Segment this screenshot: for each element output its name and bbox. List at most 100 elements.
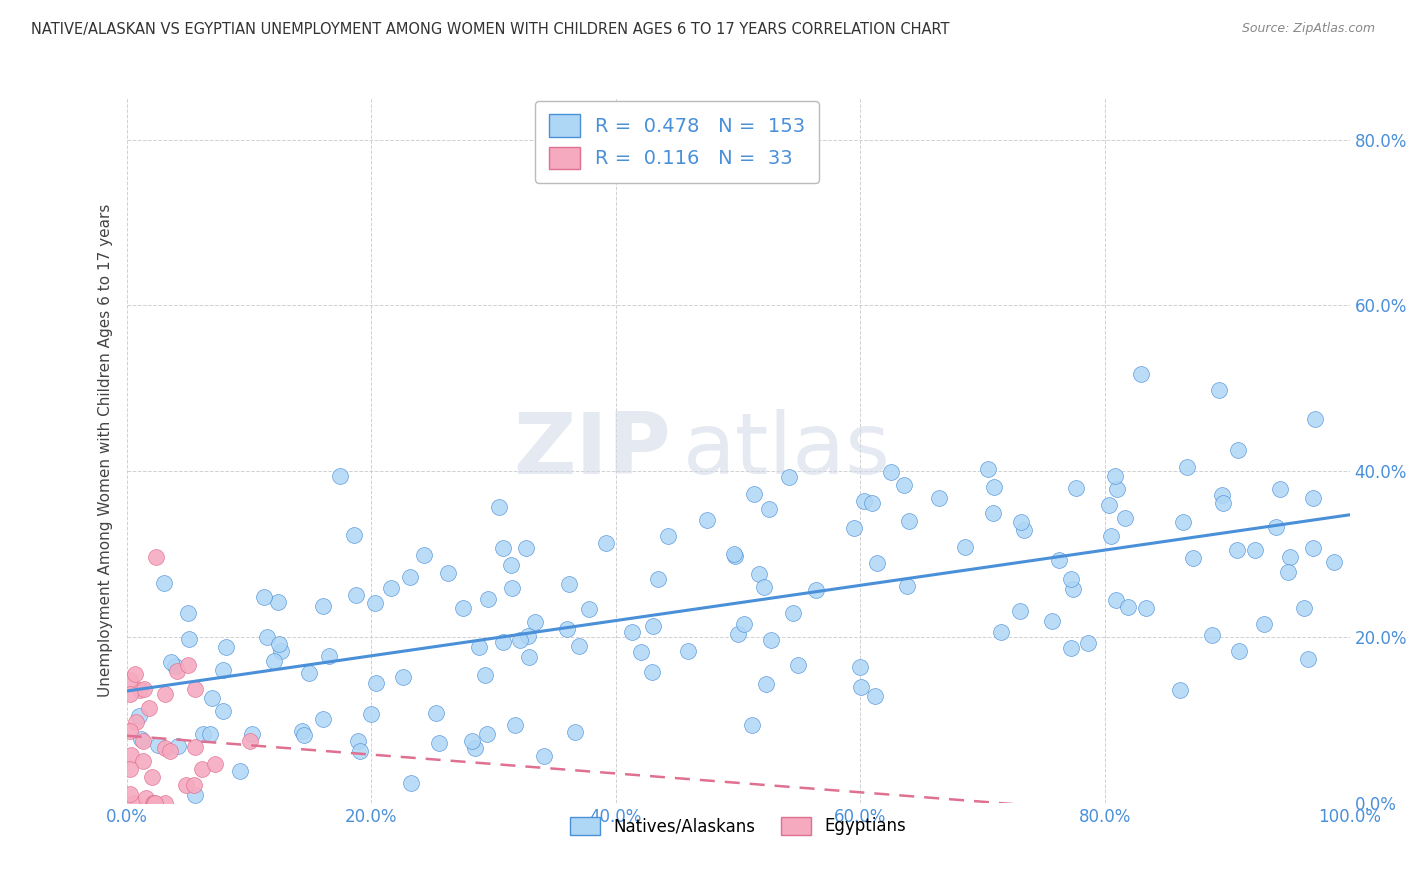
Point (212, 664, 235, 678)
Point (179, 632, 201, 646)
Point (159, 744, 181, 758)
Point (1229, 643, 1251, 657)
Point (928, 491, 950, 506)
Point (621, 624, 644, 639)
Point (1116, 599, 1139, 614)
Point (1323, 555, 1346, 569)
Point (1208, 383, 1230, 397)
Point (755, 676, 778, 690)
Point (311, 712, 333, 726)
Point (696, 513, 718, 527)
Point (977, 462, 1000, 476)
Point (318, 649, 340, 664)
Point (128, 708, 150, 723)
Point (1212, 496, 1234, 510)
Point (177, 658, 200, 673)
Text: NATIVE/ALASKAN VS EGYPTIAN UNEMPLOYMENT AMONG WOMEN WITH CHILDREN AGES 6 TO 17 Y: NATIVE/ALASKAN VS EGYPTIAN UNEMPLOYMENT … (31, 22, 949, 37)
Point (1098, 498, 1121, 512)
Point (163, 659, 186, 673)
Point (399, 570, 422, 584)
Point (1060, 572, 1083, 586)
Point (733, 617, 755, 632)
Point (880, 465, 903, 479)
Point (860, 496, 883, 510)
Point (1296, 652, 1319, 666)
Point (1226, 543, 1249, 558)
Point (270, 643, 292, 657)
Point (145, 549, 167, 564)
Point (183, 779, 205, 793)
Text: atlas: atlas (683, 409, 891, 492)
Point (143, 796, 166, 810)
Point (897, 514, 920, 528)
Point (1040, 615, 1063, 629)
Point (201, 691, 224, 706)
Point (125, 715, 148, 730)
Point (138, 701, 160, 715)
Point (263, 654, 285, 668)
Point (298, 666, 321, 681)
Point (124, 667, 146, 681)
Point (657, 529, 679, 543)
Point (461, 734, 484, 748)
Point (427, 736, 450, 750)
Point (1278, 549, 1301, 564)
Point (1105, 593, 1128, 607)
Point (1211, 488, 1233, 502)
Point (533, 748, 555, 763)
Point (866, 556, 889, 570)
Point (524, 615, 547, 630)
Point (509, 632, 531, 647)
Point (363, 596, 385, 610)
Point (1265, 520, 1288, 534)
Point (724, 549, 747, 563)
Point (782, 607, 804, 621)
Point (990, 625, 1012, 640)
Point (567, 640, 589, 654)
Point (853, 493, 876, 508)
Point (1104, 469, 1126, 483)
Point (291, 724, 314, 739)
Point (742, 487, 765, 501)
Point (184, 681, 207, 696)
Point (311, 599, 333, 614)
Point (1168, 683, 1191, 698)
Point (849, 660, 872, 674)
Point (981, 506, 1004, 520)
Point (292, 728, 315, 742)
Point (863, 690, 886, 704)
Point (1270, 482, 1292, 496)
Point (349, 744, 371, 758)
Point (120, 787, 142, 801)
Point (425, 706, 447, 720)
Point (451, 601, 474, 615)
Point (256, 630, 278, 644)
Point (413, 548, 436, 562)
Point (146, 738, 169, 752)
Point (360, 706, 382, 721)
Point (983, 481, 1005, 495)
Point (132, 754, 155, 768)
Point (1201, 628, 1223, 642)
Point (1182, 550, 1205, 565)
Point (120, 723, 142, 738)
Point (578, 601, 600, 615)
Point (893, 478, 915, 492)
Point (1305, 412, 1327, 426)
Point (392, 670, 415, 684)
Point (1099, 529, 1122, 543)
Point (517, 629, 540, 643)
Point (120, 762, 142, 776)
Point (120, 748, 142, 763)
Point (555, 622, 578, 636)
Point (477, 592, 499, 607)
Point (364, 675, 387, 690)
Point (1062, 582, 1084, 597)
Point (184, 788, 207, 802)
Point (132, 681, 155, 696)
Point (758, 502, 780, 516)
Point (191, 762, 214, 776)
Point (761, 632, 783, 647)
Point (1277, 565, 1299, 579)
Point (129, 731, 152, 746)
